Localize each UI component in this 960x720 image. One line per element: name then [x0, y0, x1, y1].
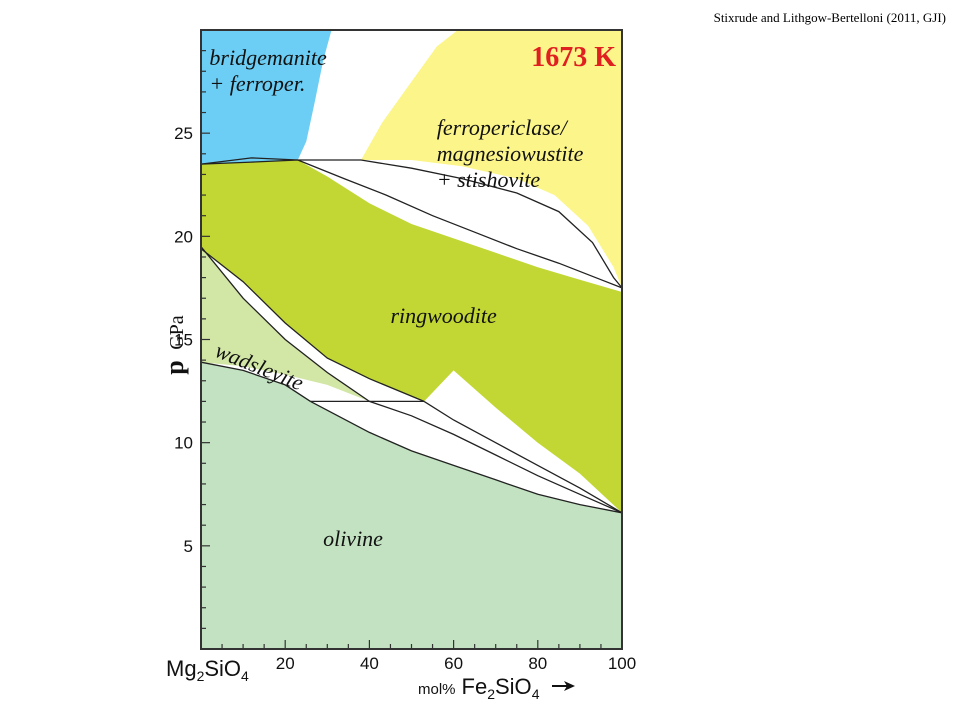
x-tick-label: 60 — [444, 654, 463, 673]
x-tick-label: 80 — [528, 654, 547, 673]
region-label-line: magnesiowustite — [437, 141, 584, 166]
phase-boundary-line — [200, 157, 298, 165]
x-axis-unit: mol% — [418, 681, 456, 698]
x-axis-left-endmember: Mg2SiO4 — [166, 656, 249, 684]
y-tick-label: 15 — [174, 331, 193, 350]
y-axis-symbol: p — [160, 360, 189, 374]
region-label-bridgemanite: bridgemanite + ferroper. — [209, 45, 327, 96]
axis-ticks: 5 10 15 20 25 20 40 60 80 100 — [174, 50, 636, 673]
region-wadsleyite — [201, 246, 370, 402]
x-axis-title: mol% Fe2SiO4 — [418, 674, 540, 702]
arrow-icon — [552, 681, 575, 691]
phase-boundaries — [200, 157, 623, 514]
y-tick-label: 20 — [174, 227, 193, 246]
x-tick-label: 40 — [360, 654, 379, 673]
region-label-line: ferropericlase/ — [437, 115, 569, 140]
x-axis-right-endmember-base: Fe — [462, 674, 488, 699]
region-olivine — [201, 362, 622, 649]
x-tick-label: 20 — [276, 654, 295, 673]
region-bridgemanite — [201, 30, 332, 165]
region-label-ringwoodite: ringwoodite — [390, 303, 497, 328]
phase-boundary-line — [310, 400, 623, 514]
y-tick-label: 25 — [174, 124, 193, 143]
region-label-line: ringwoodite — [390, 303, 497, 328]
phase-boundary-line — [200, 248, 425, 403]
region-label-line: olivine — [323, 526, 383, 551]
y-tick-label: 5 — [184, 537, 193, 556]
phase-boundary-line — [369, 400, 623, 514]
phase-boundary-line — [200, 159, 298, 165]
temperature-label: 1673 K — [531, 42, 616, 73]
phase-boundary-line — [423, 400, 623, 514]
regions-layer — [201, 30, 622, 649]
svg-text:p GPa: p GPa — [160, 315, 189, 374]
region-ringwoodite — [201, 160, 622, 513]
phase-boundary-line — [200, 361, 311, 402]
phase-boundary-line — [360, 159, 623, 289]
region-ferropericlase — [361, 30, 622, 288]
y-axis-title: p GPa — [160, 315, 189, 374]
x-tick-label: 100 — [608, 654, 636, 673]
region-label-line: + ferroper. — [209, 71, 305, 96]
y-tick-label: 10 — [174, 434, 193, 453]
y-axis-unit: GPa — [166, 315, 188, 350]
region-label-line: + stishovite — [437, 167, 541, 192]
phase-boundary-line — [200, 246, 370, 402]
citation-text: Stixrude and Lithgow-Bertelloni (2011, G… — [713, 10, 946, 25]
phase-boundary-line — [297, 159, 623, 289]
region-label-ferropericlase: ferropericlase/magnesiowustite + stishovi… — [437, 115, 584, 192]
region-label-line: bridgemanite — [209, 45, 327, 70]
region-label-olivine: olivine — [323, 526, 383, 551]
